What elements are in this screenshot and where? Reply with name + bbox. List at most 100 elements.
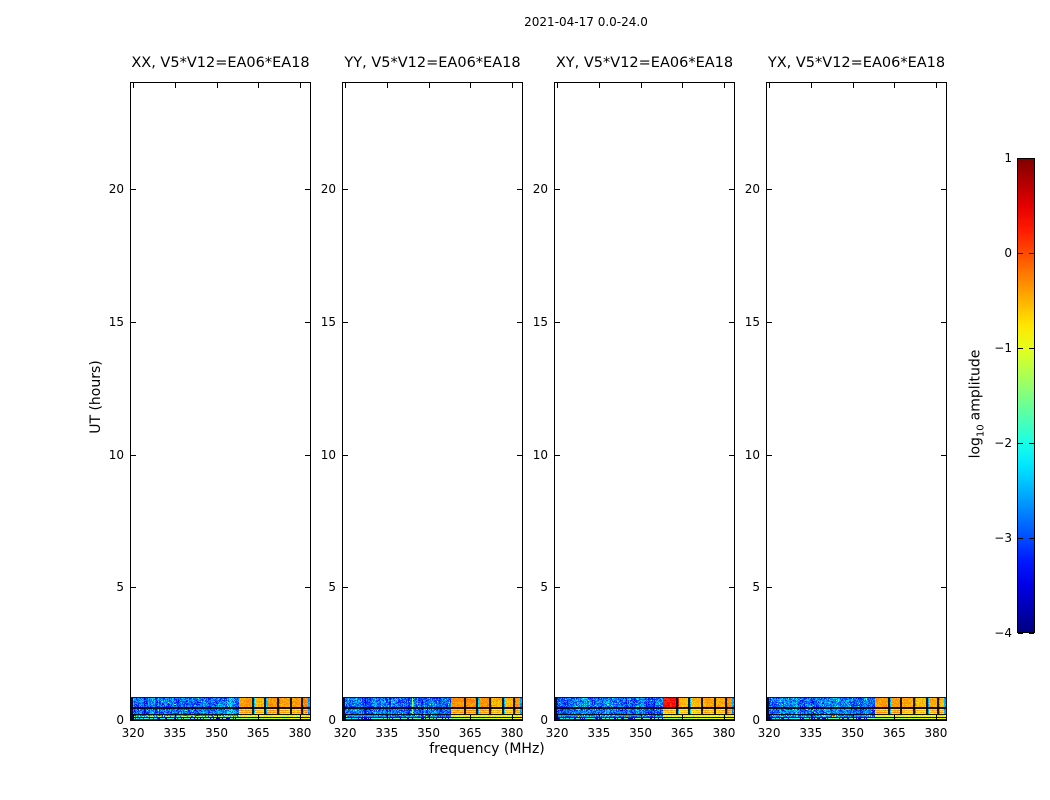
x-tick [258, 715, 259, 720]
panel-title-xx: XX, V5*V12=EA06*EA18 [131, 55, 310, 71]
y-tick [305, 587, 310, 588]
y-tick [305, 720, 310, 721]
spectrogram-band-xy [555, 697, 734, 720]
colorbar-label-sub10: 10 [975, 424, 987, 438]
x-tick-label: 380 [712, 726, 736, 740]
x-tick [429, 83, 430, 88]
x-tick [936, 83, 937, 88]
x-tick [724, 83, 725, 88]
spectrogram-band-yy [343, 697, 522, 720]
panel-xy [554, 82, 735, 721]
x-tick-label: 365 [458, 726, 482, 740]
y-tick-label: 10 [320, 447, 336, 462]
y-tick-label: 0 [540, 713, 548, 727]
y-tick-label: 0 [116, 713, 124, 727]
x-tick [175, 83, 176, 88]
colorbar-gradient [1018, 159, 1034, 632]
y-tick [517, 587, 522, 588]
x-tick [470, 715, 471, 720]
x-tick-label: 335 [799, 726, 823, 740]
x-tick-label: 350 [417, 726, 440, 740]
y-tick-label: 10 [744, 447, 760, 462]
colorbar-tick [1018, 443, 1023, 444]
y-tick [343, 455, 348, 456]
x-tick-label: 335 [587, 726, 611, 740]
panel-yx [766, 82, 947, 721]
x-tick [557, 715, 558, 720]
x-tick-label: 365 [246, 726, 270, 740]
y-tick [729, 189, 734, 190]
panel-xx [130, 82, 311, 721]
colorbar-tick [1018, 158, 1023, 159]
colorbar-tick [1029, 538, 1034, 539]
x-tick-label: 320 [545, 726, 569, 740]
panel-title-yx: YX, V5*V12=EA06*EA18 [767, 55, 946, 71]
y-tick [517, 720, 522, 721]
x-tick [599, 715, 600, 720]
x-tick-label: 335 [375, 726, 399, 740]
x-tick [769, 715, 770, 720]
y-tick [729, 322, 734, 323]
x-tick [682, 715, 683, 720]
spectrogram-band-yx [767, 697, 946, 720]
y-tick [517, 189, 522, 190]
y-tick [131, 455, 136, 456]
panel-title-xy: XY, V5*V12=EA06*EA18 [555, 55, 734, 71]
x-tick-label: 380 [288, 726, 312, 740]
colorbar-tick-label: −4 [994, 626, 1012, 640]
x-tick-label: 380 [924, 726, 948, 740]
y-tick-label: 5 [540, 580, 548, 595]
x-tick [682, 83, 683, 88]
x-tick-label: 350 [205, 726, 228, 740]
x-tick-label: 350 [629, 726, 652, 740]
y-tick-label: 0 [328, 713, 336, 727]
x-tick [936, 715, 937, 720]
colorbar-tick-label: −3 [994, 531, 1012, 545]
y-tick [555, 189, 560, 190]
y-tick [305, 189, 310, 190]
spectrogram-band-xx [131, 697, 310, 720]
y-tick-label: 15 [532, 314, 548, 329]
colorbar-tick-label: −2 [994, 436, 1012, 450]
y-tick [729, 720, 734, 721]
y-tick-label: 20 [532, 182, 548, 197]
colorbar-tick [1018, 633, 1023, 634]
y-tick [941, 720, 946, 721]
x-tick [429, 715, 430, 720]
y-tick-label: 5 [116, 580, 124, 595]
y-tick-label: 0 [752, 713, 760, 727]
x-tick [853, 715, 854, 720]
y-tick [131, 720, 136, 721]
y-tick [131, 587, 136, 588]
x-tick-label: 320 [121, 726, 145, 740]
y-tick [941, 455, 946, 456]
y-tick-label: 10 [108, 447, 124, 462]
x-tick-label: 380 [500, 726, 524, 740]
y-tick-label: 15 [744, 314, 760, 329]
x-tick [258, 83, 259, 88]
x-tick [512, 83, 513, 88]
y-tick [555, 322, 560, 323]
y-tick [729, 455, 734, 456]
x-tick [811, 715, 812, 720]
colorbar-tick [1018, 538, 1023, 539]
y-tick [555, 587, 560, 588]
y-tick [305, 455, 310, 456]
x-tick [133, 83, 134, 88]
x-tick [217, 715, 218, 720]
x-tick-label: 350 [841, 726, 864, 740]
panel-title-yy: YY, V5*V12=EA06*EA18 [344, 55, 521, 71]
colorbar-tick [1029, 158, 1034, 159]
y-tick [305, 322, 310, 323]
y-tick-label: 10 [532, 447, 548, 462]
x-axis-label: frequency (MHz) [429, 741, 545, 757]
x-tick-label: 365 [882, 726, 906, 740]
x-tick-label: 320 [757, 726, 781, 740]
y-tick [767, 189, 772, 190]
x-tick [345, 83, 346, 88]
y-tick [343, 587, 348, 588]
colorbar-tick [1029, 633, 1034, 634]
x-tick [641, 83, 642, 88]
y-tick [343, 189, 348, 190]
